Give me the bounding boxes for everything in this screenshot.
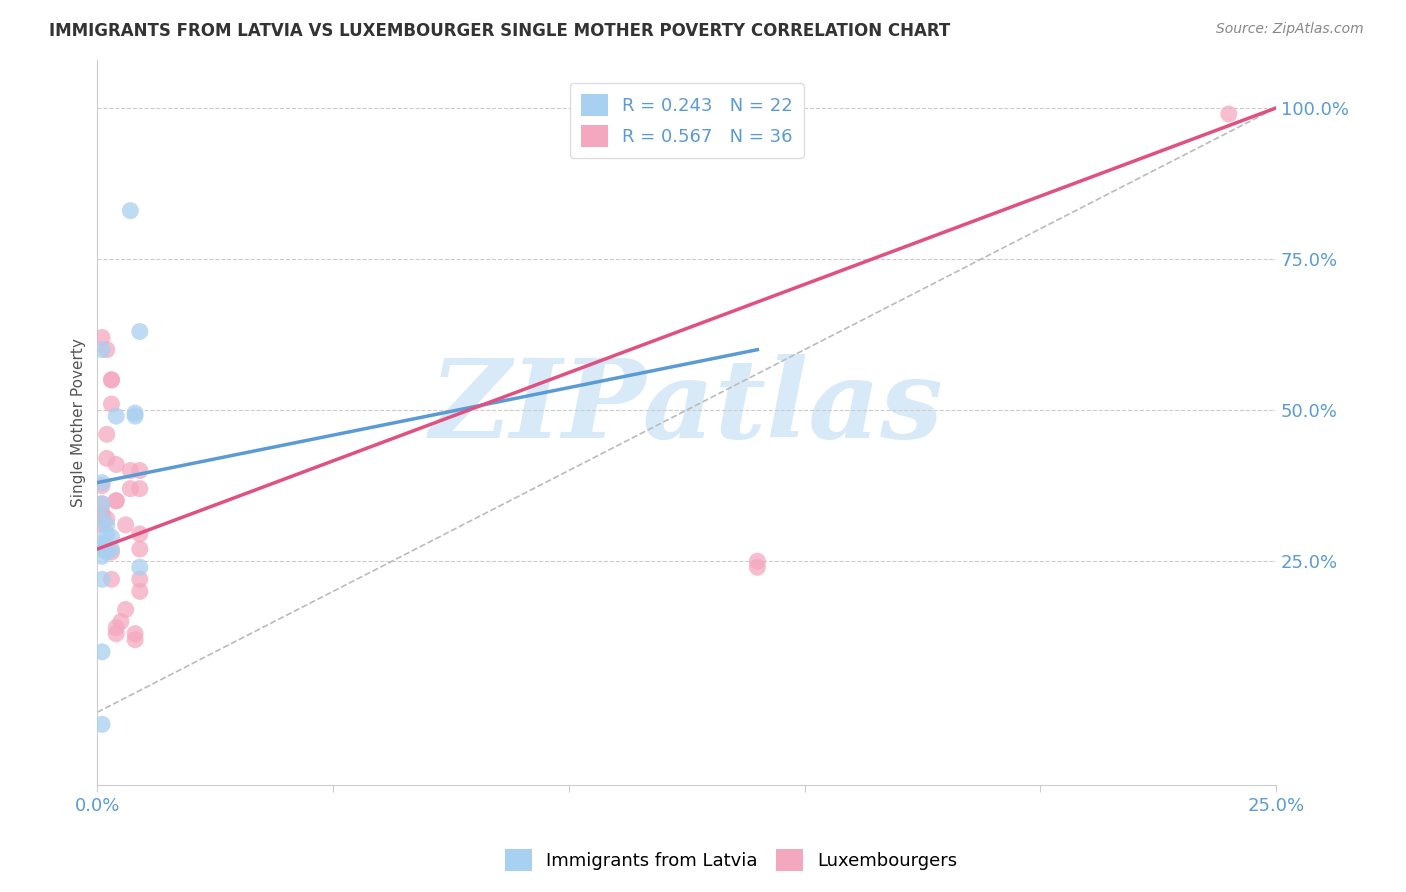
Point <box>124 626 146 640</box>
Legend: R = 0.243   N = 22, R = 0.567   N = 36: R = 0.243 N = 22, R = 0.567 N = 36 <box>569 83 804 158</box>
Text: Source: ZipAtlas.com: Source: ZipAtlas.com <box>1216 22 1364 37</box>
Point <box>124 406 146 420</box>
Point <box>100 373 122 387</box>
Point <box>96 545 118 559</box>
Point <box>128 463 150 477</box>
Point <box>91 497 114 511</box>
Point <box>91 536 114 550</box>
Text: IMMIGRANTS FROM LATVIA VS LUXEMBOURGER SINGLE MOTHER POVERTY CORRELATION CHART: IMMIGRANTS FROM LATVIA VS LUXEMBOURGER S… <box>49 22 950 40</box>
Point <box>100 373 122 387</box>
Point <box>128 527 150 541</box>
Point <box>128 482 150 496</box>
Point <box>91 343 114 357</box>
Point <box>100 542 122 557</box>
Point <box>1218 107 1240 121</box>
Point <box>96 451 118 466</box>
Point <box>96 427 118 442</box>
Point <box>96 517 118 532</box>
Point <box>105 493 128 508</box>
Point <box>114 517 136 532</box>
Point <box>91 506 114 520</box>
Point <box>128 584 150 599</box>
Point <box>96 512 118 526</box>
Point <box>105 409 128 424</box>
Point <box>124 632 146 647</box>
Point <box>120 482 142 496</box>
Point <box>105 626 128 640</box>
Point <box>91 497 114 511</box>
Point <box>124 409 146 424</box>
Point <box>91 508 114 523</box>
Point <box>91 572 114 586</box>
Point <box>91 478 114 492</box>
Point <box>120 203 142 218</box>
Point <box>91 475 114 490</box>
Point <box>91 330 114 344</box>
Text: ZIPatlas: ZIPatlas <box>430 354 943 461</box>
Point <box>128 572 150 586</box>
Point <box>91 645 114 659</box>
Point <box>114 602 136 616</box>
Point <box>100 545 122 559</box>
Point <box>96 527 118 541</box>
Point <box>91 539 114 553</box>
Legend: Immigrants from Latvia, Luxembourgers: Immigrants from Latvia, Luxembourgers <box>498 842 965 879</box>
Point <box>91 549 114 564</box>
Point <box>100 397 122 411</box>
Point <box>91 717 114 731</box>
Point <box>100 572 122 586</box>
Point <box>120 463 142 477</box>
Point <box>747 560 769 574</box>
Point <box>91 512 114 526</box>
Point <box>100 530 122 544</box>
Point <box>128 325 150 339</box>
Point <box>91 542 114 557</box>
Point <box>128 542 150 557</box>
Point <box>105 621 128 635</box>
Point <box>105 458 128 472</box>
Point <box>91 517 114 532</box>
Point <box>128 560 150 574</box>
Point <box>110 615 132 629</box>
Point <box>96 343 118 357</box>
Y-axis label: Single Mother Poverty: Single Mother Poverty <box>72 338 86 507</box>
Point <box>105 493 128 508</box>
Point <box>747 554 769 568</box>
